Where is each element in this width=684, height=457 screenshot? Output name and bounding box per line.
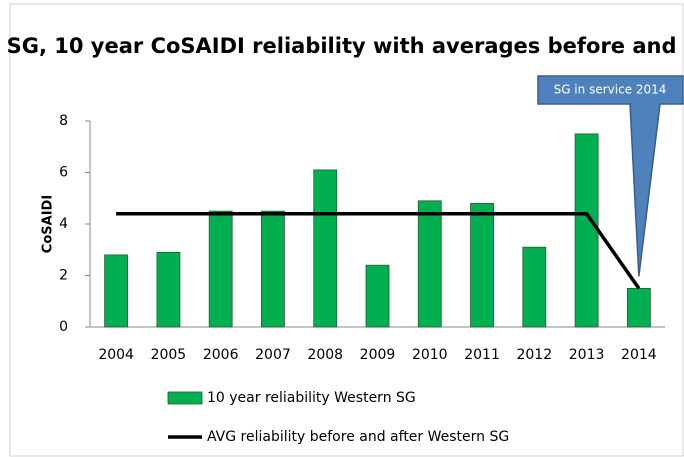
x-tick-label: 2008	[307, 347, 343, 363]
x-tick-label: 2012	[516, 347, 552, 363]
annotation-callout	[537, 75, 684, 277]
y-axis-label: CoSAIDI	[41, 195, 56, 253]
y-tick-label: 8	[59, 113, 68, 129]
bar	[313, 169, 338, 328]
bar	[365, 264, 390, 328]
annotation-text: SG in service 2014	[554, 83, 667, 97]
legend-label: 10 year reliability Western SG	[207, 390, 416, 406]
legend-label: AVG reliability before and after Western…	[207, 429, 509, 445]
x-tick-label: 2005	[151, 347, 187, 363]
x-tick-label: 2004	[98, 347, 134, 363]
x-tick-label: 2010	[412, 347, 448, 363]
x-tick-label: 2007	[255, 347, 291, 363]
bar	[208, 210, 233, 328]
legend-swatch	[167, 391, 203, 405]
bar	[261, 210, 285, 328]
x-tick-label: 2013	[569, 347, 605, 363]
y-tick-label: 2	[59, 268, 68, 284]
bar	[417, 200, 442, 328]
bar	[574, 133, 599, 328]
bar	[470, 202, 494, 328]
line	[116, 211, 641, 290]
chart-title: Western SG, 10 year CoSAIDI reliability …	[0, 34, 684, 58]
bar	[156, 251, 181, 328]
x-tick-label: 2014	[621, 347, 657, 363]
x-tick-label: 2006	[203, 347, 239, 363]
y-tick-label: 6	[59, 165, 68, 181]
y-tick-label: 4	[59, 216, 68, 232]
x-tick-label: 2009	[360, 347, 396, 363]
y-tick-label: 0	[59, 319, 68, 335]
bar	[522, 246, 547, 328]
bar	[104, 254, 129, 328]
bar	[626, 287, 651, 328]
x-tick-label: 2011	[464, 347, 500, 363]
